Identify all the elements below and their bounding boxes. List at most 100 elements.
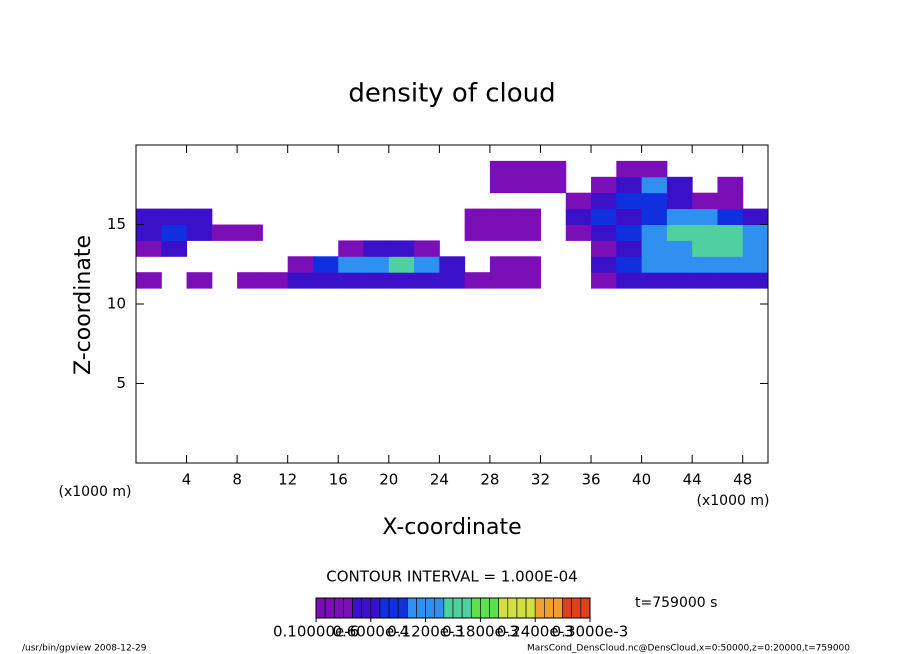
density-cell — [666, 176, 693, 194]
y-tick-label: 15 — [107, 215, 126, 233]
density-cell — [717, 224, 744, 241]
density-cell — [489, 272, 516, 289]
density-cell — [692, 208, 718, 225]
colorbar-segment — [580, 597, 591, 619]
x-tick-label: 8 — [232, 471, 242, 489]
density-cell — [666, 192, 693, 210]
density-cell — [641, 192, 668, 210]
contour-interval: CONTOUR INTERVAL = 1.000E-04 — [326, 568, 577, 586]
colorbar-segment — [461, 597, 472, 619]
footer-left: /usr/bin/gpview 2008-12-29 — [22, 644, 147, 654]
density-cell — [591, 256, 617, 273]
density-cell — [666, 208, 693, 225]
density-cell — [641, 224, 668, 241]
x-tick-label: 32 — [531, 471, 550, 489]
colorbar-segment — [534, 597, 545, 619]
density-cell — [515, 160, 541, 178]
density-cell — [161, 240, 188, 257]
x-tick-label: 4 — [182, 471, 192, 489]
density-cell — [591, 272, 617, 289]
density-cell — [591, 224, 617, 241]
y-unit: (x1000 m) — [59, 484, 132, 500]
density-cell — [666, 240, 693, 257]
density-cell — [616, 176, 643, 194]
density-cell — [742, 224, 769, 241]
density-cell — [237, 224, 263, 241]
density-cell — [692, 240, 718, 257]
y-axis-label: Z-coordinate — [71, 235, 96, 375]
density-cell — [186, 272, 213, 289]
density-cell — [515, 256, 541, 273]
density-cell — [464, 224, 491, 241]
density-cell — [515, 208, 541, 225]
density-cell — [641, 272, 668, 289]
density-cell — [363, 256, 390, 273]
time-label: t=759000 s — [635, 595, 717, 611]
density-cell — [616, 240, 643, 257]
density-cell — [186, 208, 213, 225]
x-tick-label: 40 — [632, 471, 651, 489]
density-cell — [692, 272, 718, 289]
colorbar-segment — [489, 597, 499, 619]
density-cell — [616, 192, 643, 210]
density-cell — [338, 240, 365, 257]
density-cell — [237, 272, 263, 289]
density-cell — [515, 272, 541, 289]
colorbar-segment — [562, 597, 573, 619]
colorbar-segment — [370, 597, 381, 619]
density-cell — [312, 272, 339, 289]
density-cell — [641, 176, 668, 194]
density-cell — [439, 272, 466, 289]
density-cell — [666, 256, 693, 273]
colorbar-segment — [470, 597, 481, 619]
density-cell — [717, 208, 744, 225]
colorbar-segment — [507, 597, 518, 619]
density-cell — [338, 256, 365, 273]
density-cell — [717, 192, 744, 210]
density-cell — [717, 176, 744, 194]
colorbar-segment — [407, 597, 417, 619]
y-tick-label: 5 — [116, 374, 126, 392]
density-cell — [363, 272, 390, 289]
density-cell — [565, 208, 592, 225]
density-cell — [136, 272, 162, 289]
colorbar-frame — [315, 597, 591, 619]
density-cell — [489, 176, 516, 194]
density-cell — [540, 160, 567, 178]
colorbar-tick-label: 0.6000e-4 — [332, 623, 409, 641]
density-cell — [414, 256, 440, 273]
colorbar-segment — [425, 597, 436, 619]
density-cell — [565, 192, 592, 210]
footer-right: MarsCond_DensCloud.nc@DensCloud,x=0:5000… — [527, 644, 850, 654]
colorbar-segment — [379, 597, 390, 619]
density-cell — [414, 272, 440, 289]
density-cell — [388, 240, 415, 257]
colorbar-segment — [553, 597, 563, 619]
density-cell — [439, 256, 466, 273]
density-cell — [692, 224, 718, 241]
density-cell — [742, 208, 769, 225]
colorbar-tick-label: 0.3000e-3 — [552, 623, 629, 641]
x-tick-label: 28 — [480, 471, 499, 489]
density-cell — [136, 224, 162, 241]
density-cell — [742, 256, 769, 273]
density-cell — [717, 256, 744, 273]
colorbar-segment — [498, 597, 509, 619]
colorbar-segment — [516, 597, 527, 619]
density-cell — [211, 224, 238, 241]
density-cell — [717, 240, 744, 257]
colorbar-segment — [452, 597, 463, 619]
density-cell — [742, 240, 769, 257]
x-tick-label: 12 — [278, 471, 297, 489]
density-cell — [540, 176, 567, 194]
colorbar-segment — [388, 597, 399, 619]
density-cell — [287, 256, 314, 273]
density-cell — [464, 272, 491, 289]
density-cell — [616, 160, 643, 178]
x-tick-label: 20 — [379, 471, 398, 489]
density-cell — [591, 192, 617, 210]
density-cell — [515, 176, 541, 194]
density-cell — [616, 272, 643, 289]
colorbar-segment — [480, 597, 490, 619]
